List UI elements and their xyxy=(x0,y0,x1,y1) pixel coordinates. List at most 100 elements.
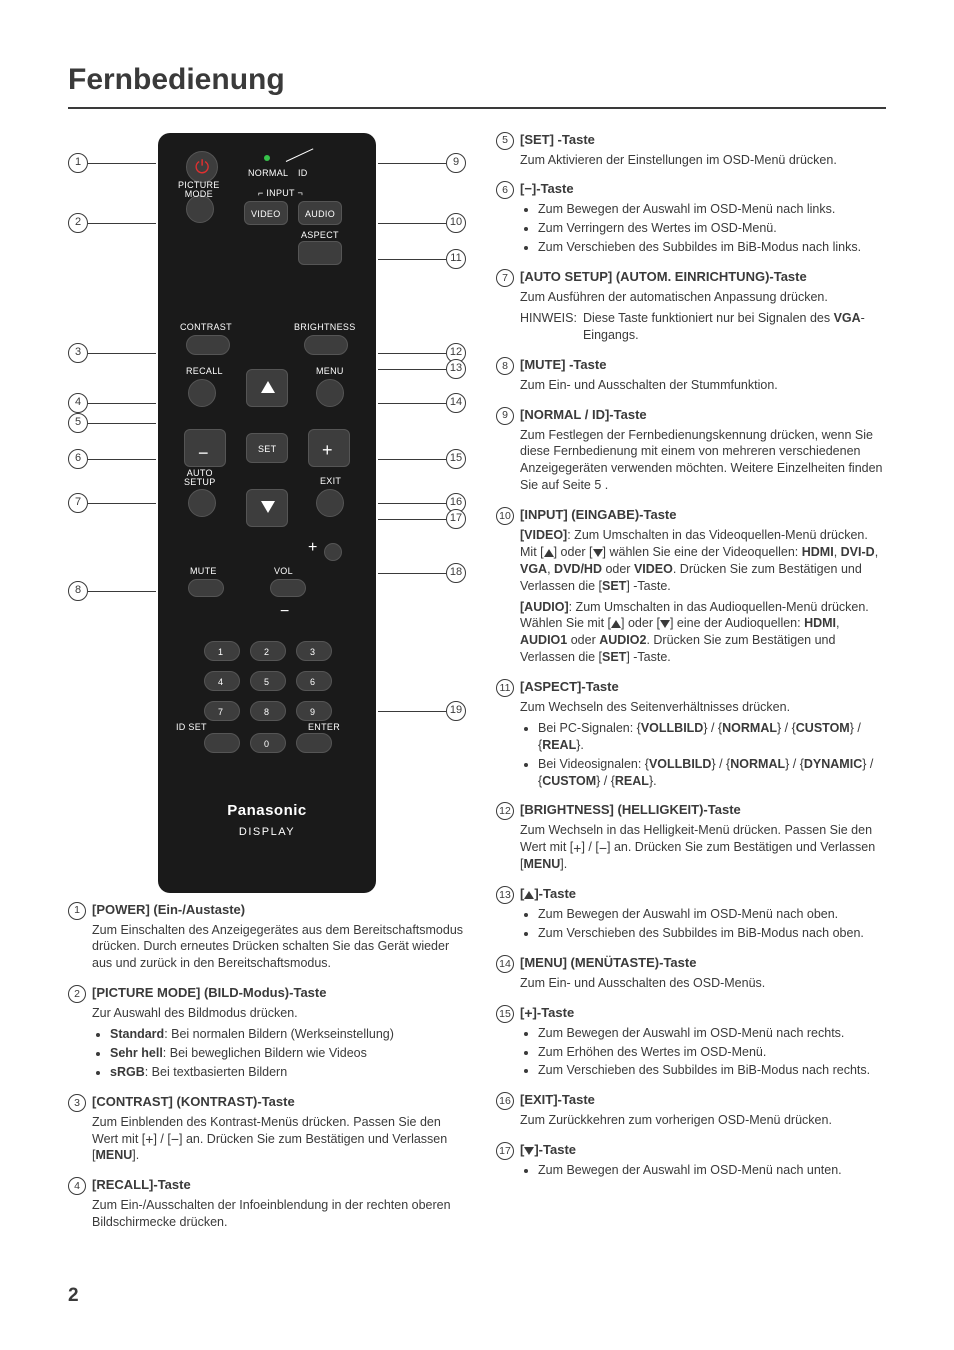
label-normal: NORMAL xyxy=(248,167,288,179)
label-id-set: ID SET xyxy=(176,721,207,733)
callout-19: 19 xyxy=(446,701,466,721)
label-exit: EXIT xyxy=(320,475,341,487)
callout-10: 10 xyxy=(446,213,466,233)
label-video: VIDEO xyxy=(251,208,281,220)
item-num: 10 xyxy=(496,507,514,525)
item-title: [EXIT]-Taste xyxy=(520,1091,595,1109)
callout-15: 15 xyxy=(446,449,466,469)
callout-11: 11 xyxy=(446,249,466,269)
page-number: 2 xyxy=(68,1283,886,1309)
item-12: 12[BRIGHTNESS] (HELLIGKEIT)-TasteZum Wec… xyxy=(496,801,886,873)
item-9: 9[NORMAL / ID]-TasteZum Festlegen der Fe… xyxy=(496,406,886,495)
item-body: Zum Bewegen der Auswahl im OSD-Menü nach… xyxy=(520,1162,886,1179)
item-num: 1 xyxy=(68,902,86,920)
item-title: [AUTO SETUP] (AUTOM. EINRICHTUNG)-Taste xyxy=(520,268,807,286)
item-num: 3 xyxy=(68,1094,86,1112)
callout-5: 5 xyxy=(68,413,88,433)
item-num: 2 xyxy=(68,985,86,1003)
mute-button xyxy=(188,579,224,597)
item-7: 7[AUTO SETUP] (AUTOM. EINRICHTUNG)-Taste… xyxy=(496,268,886,344)
label-brightness: BRIGHTNESS xyxy=(294,321,356,333)
item-body: Zum Bewegen der Auswahl im OSD-Menü nach… xyxy=(520,1025,886,1080)
item-2: 2 [PICTURE MODE] (BILD-Modus)-Taste Zur Au… xyxy=(68,984,468,1081)
item-8: 8[MUTE] -TasteZum Ein- und Ausschalten d… xyxy=(496,356,886,394)
remote-body: ⏻ NORMAL ID PICTUREMODE ⌐ INPUT ¬ VIDEO … xyxy=(158,133,376,893)
led-icon xyxy=(264,155,270,161)
item-10: 10[INPUT] (EINGABE)-Taste[VIDEO]: Zum Um… xyxy=(496,506,886,666)
item-title: [+]-Taste xyxy=(520,1004,574,1022)
contrast-button xyxy=(186,335,230,355)
vol-plus-button xyxy=(324,543,342,561)
item-title: []-Taste xyxy=(520,885,576,903)
brightness-button xyxy=(304,335,348,355)
brand-logo: Panasonic xyxy=(158,801,376,821)
item-16: 16 [EXIT]-Taste Zum Zurückkehren zum vorhe… xyxy=(496,1091,886,1129)
item-title: []-Taste xyxy=(520,1141,576,1159)
vol-minus-icon: − xyxy=(280,601,290,623)
label-id: ID xyxy=(298,167,308,179)
item-num: 13 xyxy=(496,886,514,904)
item-body: Zum Wechseln in das Helligkeit-Menü drüc… xyxy=(520,822,886,873)
item-11: 11 [ASPECT]-Taste Zum Wechseln des Seitenv… xyxy=(496,678,886,789)
callout-1: 1 xyxy=(68,153,88,173)
item-title: [−]-Taste xyxy=(520,180,574,198)
down-icon xyxy=(261,501,275,513)
item-body: Zur Auswahl des Bildmodus drücken.Standa… xyxy=(92,1005,468,1081)
item-body: Zum Ausführen der automatischen Anpassun… xyxy=(520,289,886,344)
item-body: Zum Einschalten des Anzeigegerätes aus d… xyxy=(92,922,468,973)
label-contrast: CONTRAST xyxy=(180,321,232,333)
item-title: [CONTRAST] (KONTRAST)-Taste xyxy=(92,1093,295,1111)
label-set: SET xyxy=(258,443,276,455)
callout-3: 3 xyxy=(68,343,88,363)
callout-13: 13 xyxy=(446,359,466,379)
item-4: 4[RECALL]-TasteZum Ein-/Ausschalten der … xyxy=(68,1176,468,1231)
item-body: Zum Einblenden des Kontrast-Menüs drücke… xyxy=(92,1114,468,1165)
item-15: 15[+]-TasteZum Bewegen der Auswahl im OS… xyxy=(496,1004,886,1080)
remote-diagram: 12345678 910111213141516171819 ⏻ NORMAL … xyxy=(68,131,468,901)
picture-mode-button xyxy=(186,195,214,223)
left-column: 12345678 910111213141516171819 ⏻ NORMAL … xyxy=(68,131,468,1244)
callout-7: 7 xyxy=(68,493,88,513)
recall-button xyxy=(188,379,216,407)
enter-button xyxy=(296,733,332,753)
item-title: [POWER] (Ein-/Austaste) xyxy=(92,901,245,919)
item-body: Zum Bewegen der Auswahl im OSD-Menü nach… xyxy=(520,201,886,256)
item-title: [RECALL]-Taste xyxy=(92,1176,191,1194)
item-title: [ASPECT]-Taste xyxy=(520,678,619,696)
item-num: 17 xyxy=(496,1142,514,1160)
item-body: Zum Bewegen der Auswahl im OSD-Menü nach… xyxy=(520,906,886,942)
menu-button xyxy=(316,379,344,407)
label-audio: AUDIO xyxy=(305,208,335,220)
left-items-list: 1 [POWER] (Ein-/Austaste) Zum Einschalten … xyxy=(68,901,468,1232)
vol-button xyxy=(270,579,306,597)
item-title: [SET] -Taste xyxy=(520,131,595,149)
item-num: 11 xyxy=(496,679,514,697)
item-title: [MUTE] -Taste xyxy=(520,356,606,374)
item-body: Zum Zurückkehren zum vorherigen OSD-Menü… xyxy=(520,1112,886,1129)
item-body: Zum Wechseln des Seitenverhältnisses drü… xyxy=(520,699,886,789)
callout-14: 14 xyxy=(446,393,466,413)
two-column-layout: 12345678 910111213141516171819 ⏻ NORMAL … xyxy=(68,131,886,1244)
brand-sub: DISPLAY xyxy=(158,825,376,840)
item-title: [INPUT] (EINGABE)-Taste xyxy=(520,506,676,524)
item-3: 3 [CONTRAST] (KONTRAST)-Taste Zum Einblend… xyxy=(68,1093,468,1165)
callout-8: 8 xyxy=(68,581,88,601)
callout-17: 17 xyxy=(446,509,466,529)
vol-plus-icon: + xyxy=(308,537,318,559)
plus-icon: + xyxy=(322,438,333,462)
item-17: 17 []-Taste Zum Bewegen der Auswahl im OSD… xyxy=(496,1141,886,1179)
label-input: ⌐ INPUT ¬ xyxy=(258,187,303,199)
item-title: [PICTURE MODE] (BILD-Modus)-Taste xyxy=(92,984,326,1002)
page-title: Fernbedienung xyxy=(68,60,886,109)
item-num: 16 xyxy=(496,1092,514,1110)
callout-6: 6 xyxy=(68,449,88,469)
item-num: 14 xyxy=(496,955,514,973)
aspect-button xyxy=(298,241,342,265)
item-14: 14[MENU] (MENÜTASTE)-TasteZum Ein- und A… xyxy=(496,954,886,992)
item-body: Zum Ein- und Ausschalten des OSD-Menüs. xyxy=(520,975,886,992)
item-body: Zum Festlegen der Fernbedienungskennung … xyxy=(520,427,886,495)
item-13: 13 []-Taste Zum Bewegen der Auswahl im OSD… xyxy=(496,885,886,942)
item-num: 5 xyxy=(496,132,514,150)
exit-button xyxy=(316,489,344,517)
item-1: 1 [POWER] (Ein-/Austaste) Zum Einschalten … xyxy=(68,901,468,973)
